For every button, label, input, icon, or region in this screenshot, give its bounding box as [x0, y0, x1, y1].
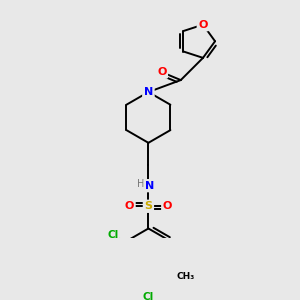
Text: O: O — [125, 201, 134, 211]
Text: O: O — [163, 201, 172, 211]
Text: S: S — [144, 201, 152, 211]
Text: Cl: Cl — [143, 292, 154, 300]
Text: CH₃: CH₃ — [176, 272, 195, 281]
Text: N: N — [144, 87, 153, 97]
Text: O: O — [157, 67, 167, 77]
Text: H: H — [137, 179, 144, 189]
Text: N: N — [146, 181, 154, 191]
Text: O: O — [198, 20, 208, 30]
Text: Cl: Cl — [107, 230, 118, 240]
